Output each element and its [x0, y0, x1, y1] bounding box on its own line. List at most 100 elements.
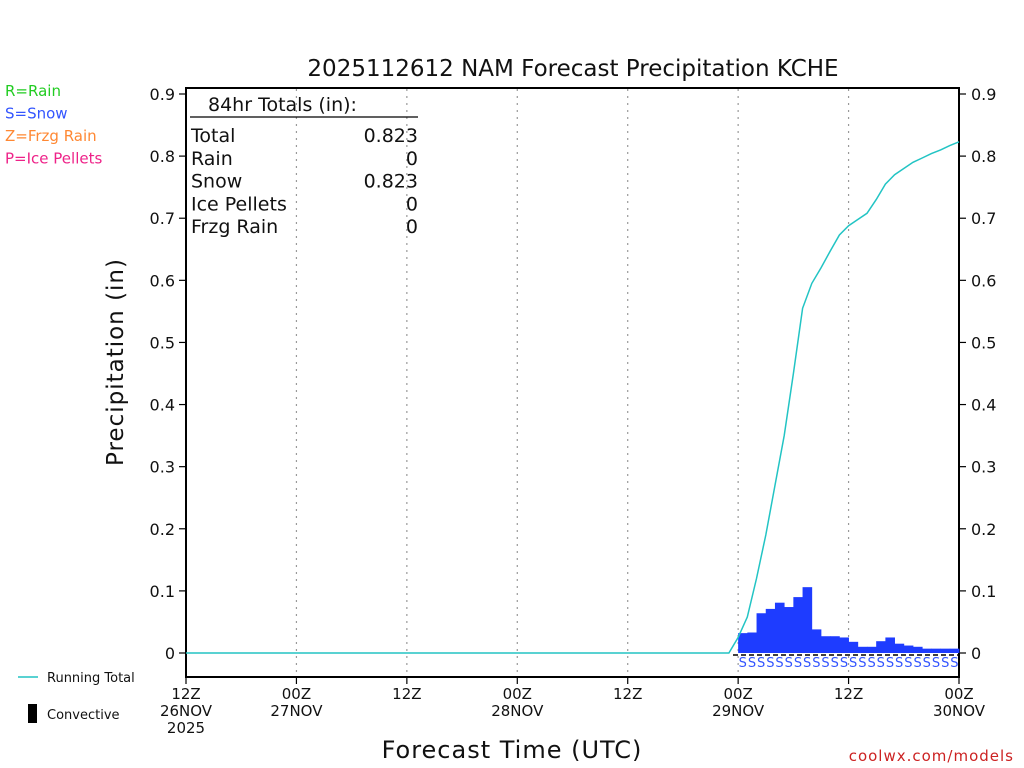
credit-link[interactable]: coolwx.com/models: [849, 747, 1014, 765]
totals-box: 84hr Totals (in): Total 0.823 Rain 0 Snow 0.8…: [190, 94, 418, 238]
y-tick-label-left: 0.5: [150, 333, 175, 352]
totals-row-label: Frzg Rain: [191, 216, 278, 238]
precip-bar: [949, 648, 960, 653]
x-tick-label: 2025: [167, 719, 205, 737]
snow-marker: S: [757, 656, 765, 671]
precip-bar: [931, 648, 941, 653]
snow-marker: S: [831, 656, 839, 671]
chart-title: 2025112612 NAM Forecast Precipitation KC…: [307, 56, 838, 82]
snow-marker: S: [739, 656, 747, 671]
snow-marker: S: [812, 656, 820, 671]
precip-bar: [784, 607, 794, 653]
totals-row-label: Total: [190, 125, 235, 147]
running-total-line: [186, 141, 960, 654]
precip-bar: [857, 646, 868, 653]
snow-marker: S: [766, 656, 774, 671]
snow-marker: S: [886, 656, 894, 671]
x-tick-label: 00Z: [503, 685, 532, 703]
snow-marker: S: [923, 656, 931, 671]
x-tick-label: 00Z: [723, 685, 752, 703]
y-tick-label-left: 0.9: [150, 85, 175, 104]
x-tick-label: 12Z: [392, 685, 421, 703]
legend-entry: S=Snow: [5, 105, 68, 123]
snow-marker: S: [821, 656, 829, 671]
snow-marker: S: [840, 656, 848, 671]
snow-marker: S: [858, 656, 866, 671]
x-tick-label: 27NOV: [270, 702, 323, 720]
y-tick-label-left: 0.6: [150, 271, 175, 290]
precip-bar: [811, 629, 822, 653]
snow-marker: S: [895, 656, 903, 671]
totals-row-value: 0: [406, 216, 418, 238]
totals-row-value: 0.823: [364, 171, 418, 193]
y-tick-label-right: 0.7: [971, 209, 996, 228]
x-tick-label: 30NOV: [933, 702, 986, 720]
snow-marker: S: [849, 656, 857, 671]
x-tick-label: 12Z: [171, 685, 200, 703]
y-tick-label-left: 0.4: [150, 396, 175, 415]
totals-row-label: Snow: [191, 171, 242, 193]
snow-marker: S: [941, 656, 949, 671]
convective-legend-label: Convective: [47, 708, 120, 723]
snow-marker: S: [950, 656, 958, 671]
precip-bar: [894, 643, 905, 653]
precip-bar: [793, 597, 803, 653]
legend-entry: P=Ice Pellets: [5, 150, 102, 168]
x-tick-label: 12Z: [834, 685, 863, 703]
totals-row-value: 0: [406, 148, 418, 170]
precip-bar: [747, 632, 757, 653]
x-tick-label: 28NOV: [491, 702, 544, 720]
y-axis-ticks: 0.9 0.9 0.8 0.8 0.7 0.7 0.6 0.6 0.5 0.5 0.4 0.4 0.3 0…: [150, 85, 997, 663]
precip-bar: [912, 646, 923, 653]
precip-bar: [922, 648, 932, 653]
y-tick-label-right: 0.5: [971, 333, 996, 352]
snow-marker: S: [913, 656, 921, 671]
x-axis-label: Forecast Time (UTC): [382, 736, 643, 764]
y-tick-label-left: 0.3: [150, 458, 175, 477]
totals-rows: Total 0.823 Rain 0 Snow 0.823 Ice Pellets 0 Frzg…: [190, 125, 418, 238]
y-axis-label: Precipitation (in): [103, 258, 129, 466]
x-tick-label: 12Z: [613, 685, 642, 703]
x-tick-label: 00Z: [944, 685, 973, 703]
hourly-precip-bars: [738, 587, 960, 653]
legend-entry: Z=Frzg Rain: [5, 127, 97, 145]
y-tick-label-right: 0.4: [971, 396, 996, 415]
precip-bar: [802, 587, 813, 653]
y-tick-label-right: 0.3: [971, 458, 996, 477]
legend-entry: R=Rain: [5, 82, 61, 100]
totals-row-label: Ice Pellets: [191, 193, 287, 215]
precip-bar: [774, 602, 785, 653]
snow-marker: S: [867, 656, 875, 671]
snow-marker: S: [877, 656, 885, 671]
precip-bar: [830, 636, 840, 653]
y-tick-label-left: 0.8: [150, 147, 175, 166]
plot-frame: [185, 87, 960, 678]
precip-bar: [903, 645, 914, 653]
y-tick-label-right: 0.6: [971, 271, 996, 290]
x-tick-label: 00Z: [282, 685, 311, 703]
precip-bar: [738, 633, 748, 653]
precip-bar: [940, 648, 951, 653]
precip-bar: [756, 613, 767, 653]
snow-marker: S: [794, 656, 802, 671]
y-tick-label-left: 0.1: [150, 582, 175, 601]
y-tick-label-right: 0.1: [971, 582, 996, 601]
y-tick-label-right: 0: [971, 644, 981, 663]
precip-bar: [876, 641, 886, 653]
totals-row-label: Rain: [191, 148, 233, 170]
totals-row-value: 0.823: [364, 125, 418, 147]
y-tick-label-left: 0.7: [150, 209, 175, 228]
precip-bar: [839, 637, 849, 653]
x-tick-label: 29NOV: [712, 702, 765, 720]
x-tick-label: 26NOV: [160, 702, 213, 720]
running-total-legend-label: Running Total: [47, 671, 135, 686]
precip-bar: [885, 637, 895, 653]
y-tick-label-right: 0.9: [971, 85, 996, 104]
snow-marker: S: [803, 656, 811, 671]
totals-row-value: 0: [406, 193, 418, 215]
precip-bar: [866, 646, 877, 653]
snow-marker: S: [775, 656, 783, 671]
totals-heading: 84hr Totals (in):: [208, 94, 357, 116]
